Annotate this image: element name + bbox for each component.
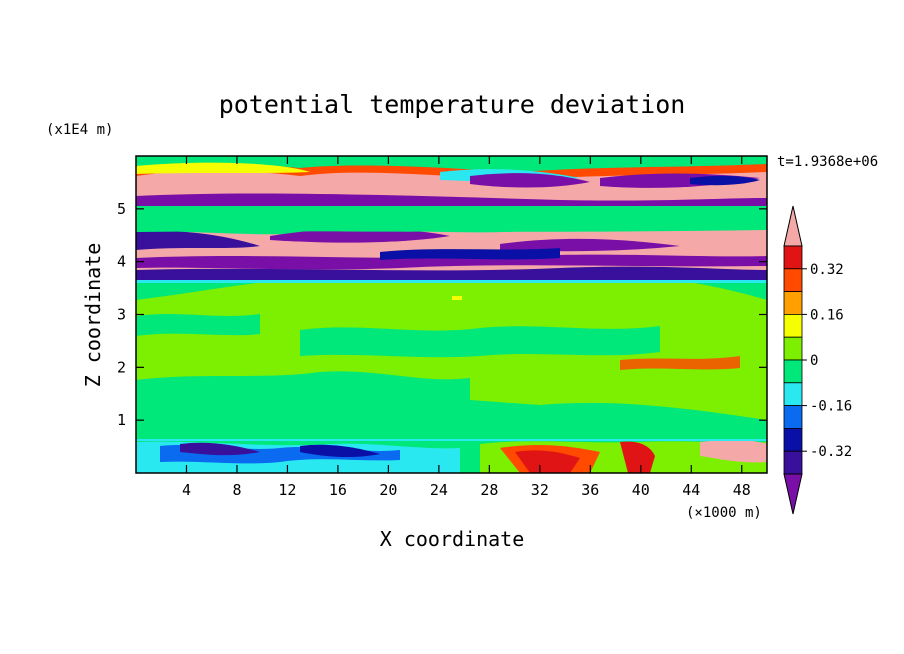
colorbar-segment <box>783 427 803 452</box>
colorbar-segment <box>783 336 803 361</box>
contour-field <box>136 156 767 473</box>
x-axis-label: X coordinate <box>380 527 525 551</box>
colorbar-segment <box>783 291 803 315</box>
x-tick-label: 40 <box>632 481 650 499</box>
y-tick-label: 4 <box>117 253 126 271</box>
colorbar-tick-label: 0.32 <box>810 262 844 278</box>
x-tick-label: 4 <box>182 481 191 499</box>
x-tick-label: 28 <box>480 481 498 499</box>
colorbar-tick-label: -0.16 <box>810 399 852 415</box>
y-tick-label: 1 <box>117 411 126 429</box>
colorbar-segment <box>783 450 803 475</box>
chart-title: potential temperature deviation <box>219 90 686 119</box>
x-unit-label: (×1000 m) <box>686 505 762 521</box>
colorbar-tick-label: 0 <box>810 353 818 369</box>
time-label: t=1.9368e+06 <box>777 154 878 170</box>
x-tick-label: 12 <box>278 481 296 499</box>
y-tick-label: 5 <box>117 200 126 218</box>
colorbar-lower-extension <box>783 473 803 515</box>
colorbar-segment <box>783 313 803 338</box>
x-tick-label: 16 <box>329 481 347 499</box>
x-tick-label: 24 <box>430 481 448 499</box>
colorbar-tick-label: 0.16 <box>810 307 844 323</box>
x-tick-label: 20 <box>379 481 397 499</box>
colorbar-upper-extension <box>783 205 803 247</box>
y-axis-label: Z coordinate <box>81 243 105 388</box>
colorbar-tick-label: -0.32 <box>810 444 852 460</box>
x-tick-label: 32 <box>531 481 549 499</box>
colorbar-segment <box>783 245 803 270</box>
colorbar-segment <box>783 405 803 429</box>
colorbar-segment <box>783 359 803 384</box>
x-tick-label: 8 <box>232 481 241 499</box>
x-tick-label: 44 <box>682 481 700 499</box>
colorbar-segment <box>783 382 803 406</box>
x-tick-label: 36 <box>581 481 599 499</box>
y-tick-label: 2 <box>117 358 126 376</box>
colorbar-segment <box>783 268 803 292</box>
y-unit-label: (x1E4 m) <box>46 122 113 138</box>
x-tick-label: 48 <box>733 481 751 499</box>
y-tick-label: 3 <box>117 306 126 324</box>
colorbar: 0.32 0.16 0 -0.16 -0.32 <box>783 205 852 515</box>
